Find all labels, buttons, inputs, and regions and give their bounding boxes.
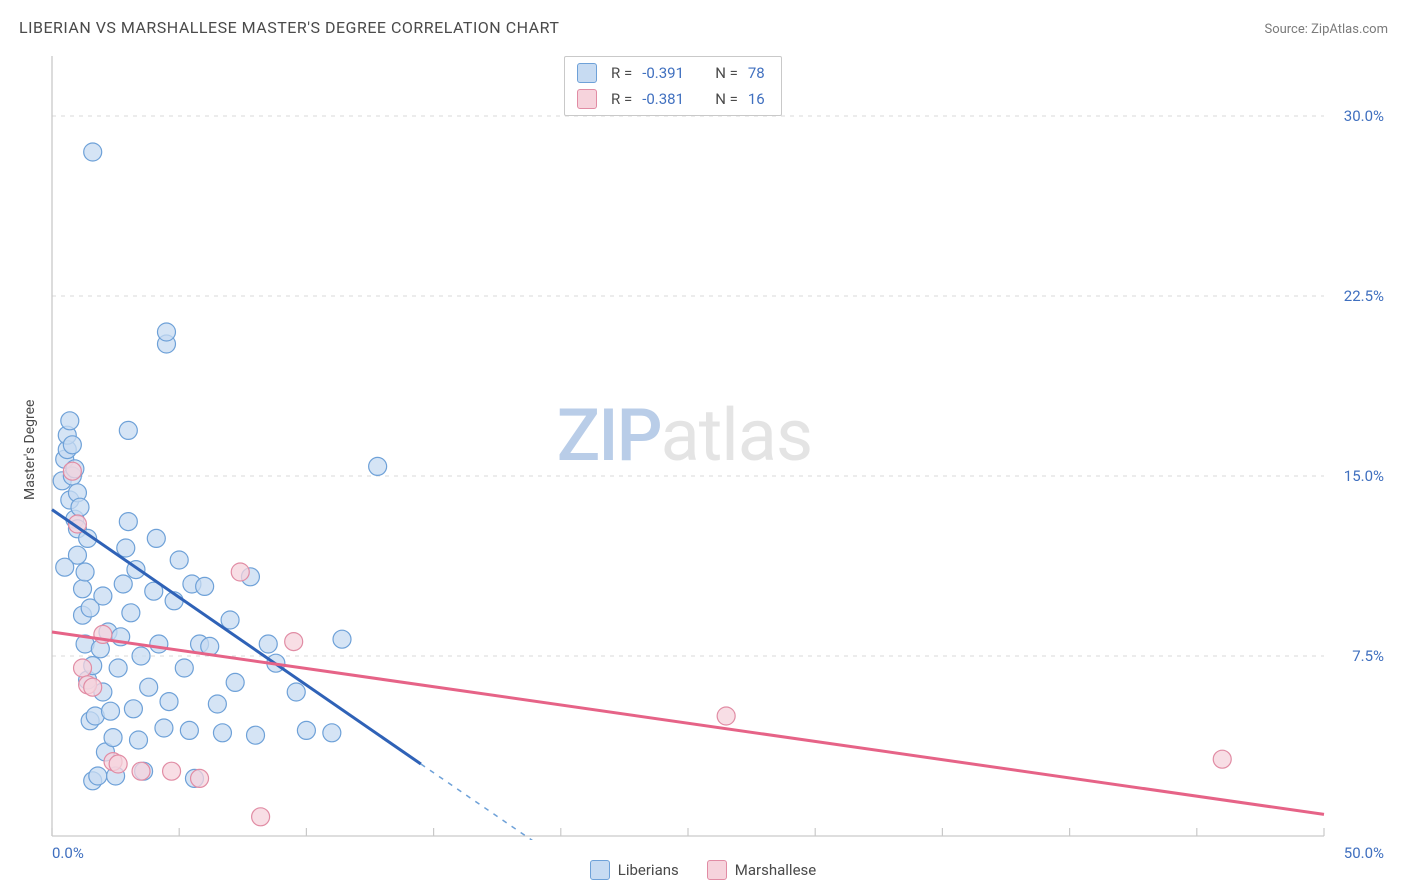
y-tick-label: 30.0% bbox=[1344, 107, 1384, 125]
correlation-swatch bbox=[577, 89, 597, 109]
series-legend: Liberians Marshallese bbox=[0, 860, 1406, 880]
chart-area bbox=[48, 50, 1328, 840]
legend-label-marshallese: Marshallese bbox=[735, 861, 816, 879]
legend-label-liberians: Liberians bbox=[618, 861, 679, 879]
legend-item-liberians: Liberians bbox=[590, 860, 679, 880]
correlation-row-marshallese: R = -0.381 N = 16 bbox=[577, 89, 765, 109]
x-axis-origin-label: 0.0% bbox=[52, 844, 84, 862]
page-title: LIBERIAN VS MARSHALLESE MASTER'S DEGREE … bbox=[19, 18, 559, 37]
correlation-legend: R = -0.391 N = 78 R = -0.381 N = 16 bbox=[564, 56, 782, 116]
y-tick-label: 22.5% bbox=[1344, 287, 1384, 305]
source-credit: Source: ZipAtlas.com bbox=[1264, 22, 1388, 37]
legend-swatch-liberians bbox=[590, 860, 610, 880]
y-axis-label: Master's Degree bbox=[22, 400, 38, 500]
legend-item-marshallese: Marshallese bbox=[707, 860, 816, 880]
y-tick-label: 15.0% bbox=[1344, 467, 1384, 485]
correlation-swatch bbox=[577, 63, 597, 83]
scatter-chart bbox=[48, 50, 1328, 840]
y-tick-label: 7.5% bbox=[1352, 647, 1384, 665]
legend-swatch-marshallese bbox=[707, 860, 727, 880]
x-axis-max-label: 50.0% bbox=[1344, 844, 1384, 862]
correlation-row-liberians: R = -0.391 N = 78 bbox=[577, 63, 765, 83]
